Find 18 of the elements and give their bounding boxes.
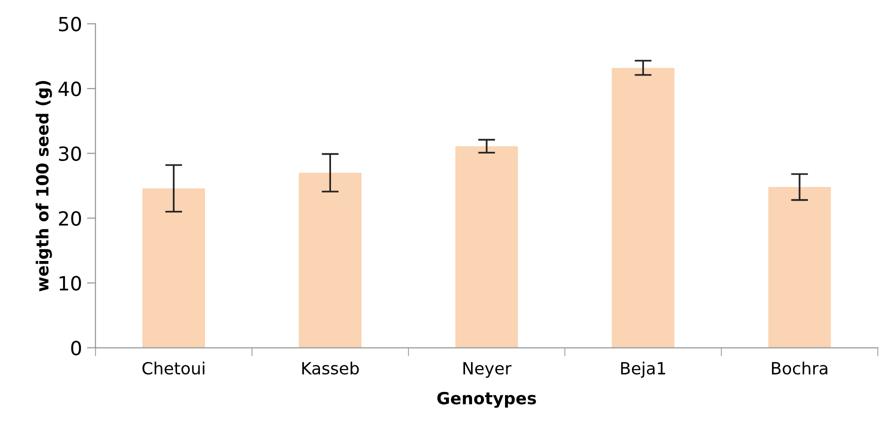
x-tick-label: Chetoui (142, 362, 204, 375)
y-tick-label: 30 (59, 146, 81, 162)
y-tick-label: 20 (58, 211, 81, 226)
x-tick-label: Neyer (463, 362, 512, 378)
x-tick-label: Bochra (772, 362, 828, 375)
x-tick-label: Beja1 (621, 362, 666, 378)
x-tick-label: Kasseb (302, 362, 359, 375)
y-axis-title: weigth of 100 seed (g) (36, 80, 52, 292)
bar (142, 188, 205, 348)
bar (612, 68, 674, 348)
bar (768, 187, 831, 348)
y-tick-label: 40 (58, 82, 81, 96)
bar (455, 146, 518, 348)
x-axis-title: Genotypes (437, 392, 536, 408)
y-tick-label: 10 (60, 276, 81, 291)
y-tick-label: 50 (59, 16, 81, 32)
bar (298, 172, 362, 348)
y-tick-label: 0 (71, 340, 81, 356)
